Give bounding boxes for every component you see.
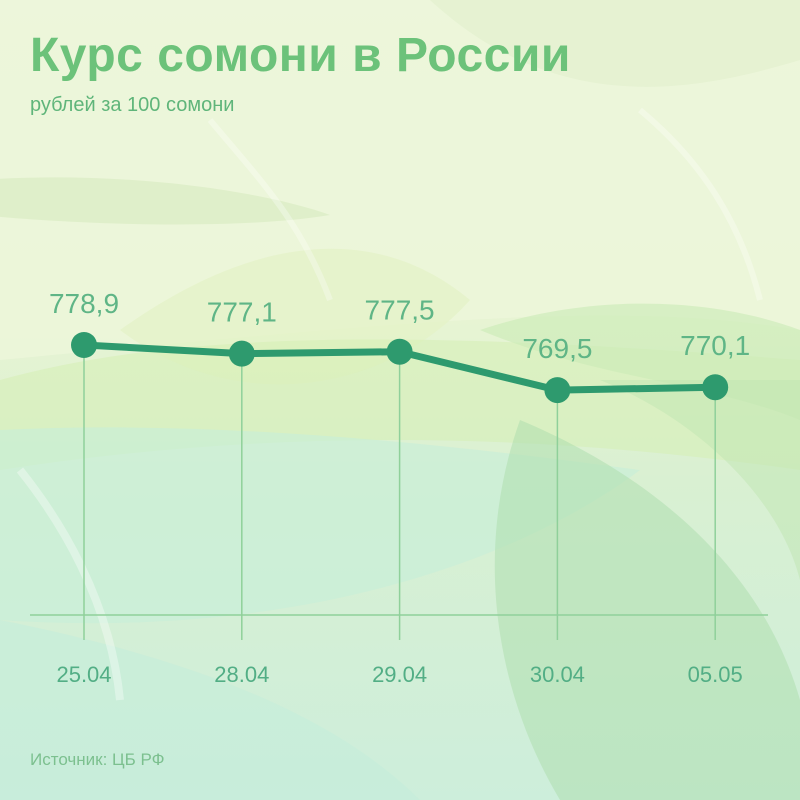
data-label: 777,1	[207, 297, 277, 328]
x-tick-label: 28.04	[214, 662, 269, 687]
x-tick-label: 29.04	[372, 662, 427, 687]
x-tick-label: 05.05	[688, 662, 743, 687]
data-label: 770,1	[680, 330, 750, 361]
chart-title: Курс сомони в России	[30, 29, 571, 82]
data-point	[702, 374, 729, 401]
chart-subtitle: рублей за 100 сомони	[30, 94, 235, 116]
data-point	[544, 377, 571, 404]
x-tick-label: 25.04	[56, 662, 111, 687]
data-label: 769,5	[522, 333, 592, 364]
source-note: Источник: ЦБ РФ	[30, 750, 165, 769]
data-point	[228, 340, 255, 367]
data-point	[386, 338, 413, 365]
data-label: 777,5	[365, 295, 435, 326]
data-point	[71, 332, 97, 358]
data-label: 778,9	[49, 288, 119, 319]
x-tick-label: 30.04	[530, 662, 585, 687]
